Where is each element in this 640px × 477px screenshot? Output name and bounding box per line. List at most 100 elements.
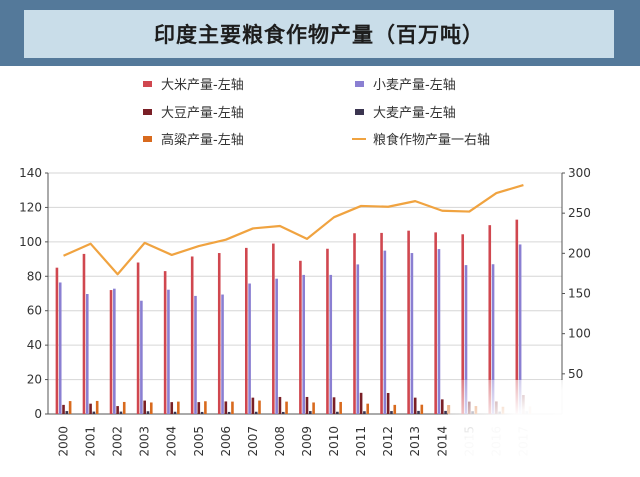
- legend-label: 大豆产量-左轴: [161, 106, 244, 121]
- bar-大米产量-左轴: [407, 230, 410, 414]
- bar-高粱产量-左轴: [95, 400, 99, 414]
- bar-大麦产量-左轴: [309, 411, 312, 414]
- bar-大豆产量-左轴: [359, 392, 363, 414]
- bar-大米产量-左轴: [488, 225, 492, 414]
- y-left-tick-label: 120: [19, 200, 42, 214]
- bar-大豆产量-左轴: [89, 403, 92, 414]
- bar-大麦产量-左轴: [254, 411, 258, 414]
- y-right-tick-label: 300: [568, 166, 591, 180]
- bar-大豆产量-左轴: [413, 397, 417, 414]
- x-tick-label: 2007: [246, 426, 260, 457]
- bar-大豆产量-左轴: [332, 397, 336, 414]
- bar-小麦产量-左轴: [58, 282, 62, 414]
- bar-小麦产量-左轴: [518, 244, 522, 414]
- bar-小麦产量-左轴: [329, 274, 333, 414]
- y-right-tick-label: 250: [568, 206, 591, 220]
- bar-大豆产量-左轴: [386, 392, 390, 414]
- bar-高粱产量-左轴: [149, 402, 153, 414]
- bar-大米产量-左轴: [461, 234, 465, 414]
- bar-小麦产量-左轴: [302, 274, 305, 414]
- x-tick-label: 2014: [435, 426, 449, 457]
- bar-大麦产量-左轴: [336, 411, 339, 414]
- x-tick-label: 2008: [273, 426, 287, 457]
- bar-大麦产量-左轴: [363, 411, 366, 414]
- bar-大米产量-左轴: [299, 260, 302, 414]
- bar-大米产量-左轴: [326, 248, 329, 414]
- y-left-tick-label: 20: [27, 373, 42, 387]
- bar-大麦产量-左轴: [417, 410, 420, 414]
- bar-大麦产量-左轴: [281, 411, 285, 414]
- bar-小麦产量-左轴: [356, 264, 360, 414]
- legend-swatch: [143, 136, 152, 142]
- title-bar: 印度主要粮食作物产量（百万吨）: [0, 0, 640, 66]
- y-right-tick-label: 50: [568, 367, 583, 381]
- bar-大麦产量-左轴: [173, 411, 177, 414]
- x-tick-label: 2002: [111, 426, 125, 457]
- y-left-tick-label: 60: [27, 304, 42, 318]
- bar-大麦产量-左轴: [200, 411, 204, 414]
- bar-小麦产量-左轴: [85, 294, 89, 414]
- y-left-tick-label: 40: [27, 338, 42, 352]
- bar-大豆产量-左轴: [116, 406, 119, 414]
- bar-高粱产量-左轴: [177, 401, 180, 414]
- bar-大米产量-左轴: [82, 253, 86, 414]
- legend-swatch: [143, 81, 152, 87]
- bar-大豆产量-左轴: [197, 402, 201, 414]
- bar-大米产量-左轴: [109, 290, 113, 414]
- bar-高粱产量-左轴: [258, 400, 261, 414]
- bar-大麦产量-左轴: [146, 411, 150, 414]
- bar-高粱产量-左轴: [68, 401, 72, 414]
- x-tick-label: 2003: [138, 426, 152, 457]
- title-box: 印度主要粮食作物产量（百万吨）: [24, 10, 614, 58]
- bar-大豆产量-左轴: [251, 397, 255, 414]
- legend-label: 小麦产量-左轴: [373, 78, 456, 93]
- bar-高粱产量-左轴: [231, 401, 234, 414]
- bar-大米产量-左轴: [380, 232, 383, 414]
- x-tick-label: 2005: [192, 426, 206, 457]
- bar-小麦产量-左轴: [464, 265, 468, 414]
- y-right-tick-label: 200: [568, 246, 591, 260]
- bar-高粱产量-左轴: [312, 402, 315, 414]
- bar-小麦产量-左轴: [221, 294, 224, 414]
- x-tick-label: 2001: [84, 426, 98, 457]
- bar-大麦产量-左轴: [119, 411, 123, 414]
- legend-label: 大麦产量-左轴: [373, 106, 456, 121]
- bar-大豆产量-左轴: [143, 400, 146, 414]
- y-left-tick-label: 80: [27, 269, 42, 283]
- legend-label: 高粱产量-左轴: [161, 132, 244, 148]
- bar-大米产量-左轴: [55, 267, 59, 414]
- bar-高粱产量-左轴: [339, 401, 342, 414]
- x-tick-label: 2010: [327, 426, 341, 457]
- bar-大米产量-左轴: [136, 262, 140, 414]
- bar-大豆产量-左轴: [224, 401, 228, 414]
- y-left-tick-label: 100: [19, 235, 42, 249]
- bar-高粱产量-左轴: [285, 401, 288, 414]
- x-tick-label: 2013: [408, 426, 422, 457]
- bar-高粱产量-左轴: [204, 401, 207, 414]
- x-tick-label: 2011: [354, 426, 368, 457]
- bar-小麦产量-左轴: [437, 249, 441, 414]
- legend-label: 大米产量-左轴: [161, 78, 244, 93]
- x-tick-label: 2006: [219, 426, 233, 457]
- x-tick-label: 2004: [165, 426, 179, 457]
- bar-小麦产量-左轴: [194, 295, 197, 414]
- bar-大米产量-左轴: [434, 232, 437, 414]
- bar-大麦产量-左轴: [227, 411, 231, 414]
- bar-大麦产量-左轴: [444, 410, 447, 414]
- bar-大麦产量-左轴: [65, 411, 69, 414]
- faded-corner: [448, 380, 640, 477]
- bar-小麦产量-左轴: [275, 278, 278, 414]
- bar-大豆产量-左轴: [440, 399, 444, 414]
- bar-大米产量-左轴: [353, 233, 356, 414]
- bar-大米产量-左轴: [163, 271, 167, 414]
- bar-大豆产量-左轴: [170, 402, 174, 414]
- x-tick-label: 2012: [381, 426, 395, 457]
- x-tick-label: 2000: [57, 426, 71, 457]
- bar-高粱产量-左轴: [393, 404, 397, 414]
- bar-大米产量-左轴: [515, 219, 519, 414]
- bar-大豆产量-左轴: [278, 396, 282, 414]
- x-tick-label: 2009: [300, 426, 314, 457]
- legend-swatch: [355, 81, 364, 87]
- bar-高粱产量-左轴: [122, 401, 126, 414]
